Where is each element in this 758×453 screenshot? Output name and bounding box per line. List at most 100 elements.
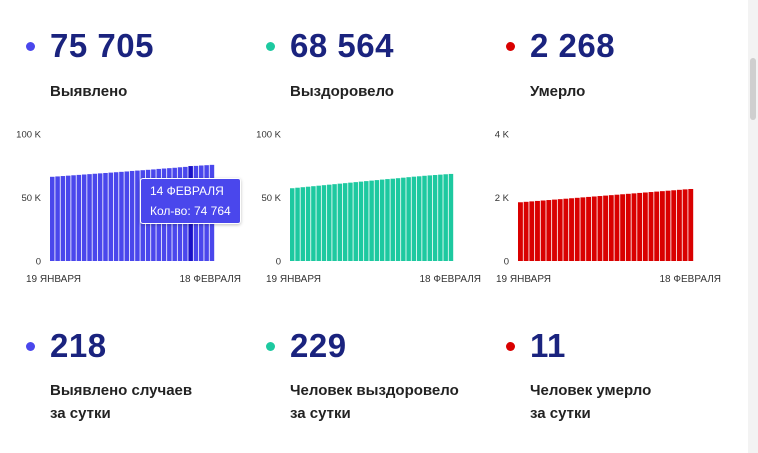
- chart-bar: [311, 186, 316, 261]
- x-tick-label: 19 ЯНВАРЯ: [266, 274, 321, 285]
- chart-bar: [332, 184, 337, 261]
- chart-bar: [295, 187, 300, 261]
- chart-bar: [406, 177, 411, 261]
- chart-bar: [620, 194, 626, 261]
- chart-bar: [427, 175, 433, 261]
- chart-bar: [625, 193, 631, 261]
- chart-bar: [665, 190, 671, 261]
- chart-bar: [642, 192, 648, 261]
- chart-bar: [529, 201, 535, 261]
- chart-bar: [535, 200, 540, 261]
- chart-bar: [648, 192, 654, 261]
- chart-bar: [654, 191, 660, 261]
- chart-bar: [316, 185, 321, 261]
- chart-bar: [385, 179, 390, 261]
- recovered-total: 68 564: [290, 27, 394, 64]
- chart-bar: [321, 185, 327, 261]
- chart-bar: [305, 186, 311, 261]
- chart-bar: [369, 180, 374, 261]
- chart-bar: [659, 191, 665, 261]
- chart-bar: [76, 174, 82, 261]
- recovered-label: Выздоровело: [290, 83, 394, 100]
- chart-bar: [597, 196, 603, 261]
- page-scrollbar[interactable]: [748, 0, 758, 453]
- chart-bar: [574, 197, 580, 261]
- daily-detected-label-line2: за сутки: [50, 405, 111, 422]
- y-tick-label: 2 K: [495, 193, 510, 204]
- daily-deaths-label-line1: Человек умерло: [530, 382, 652, 399]
- detected-dot-icon: [26, 42, 35, 51]
- chart-bar: [552, 199, 557, 261]
- x-tick-label: 18 ФЕВРАЛЯ: [179, 274, 241, 285]
- chart-bar: [81, 174, 87, 261]
- chart-bar: [71, 175, 76, 261]
- chart-bar: [443, 174, 448, 261]
- chart-bar: [563, 198, 569, 261]
- chart-bar: [290, 188, 295, 261]
- chart-bar: [364, 181, 369, 261]
- detected-label: Выявлено: [50, 83, 128, 100]
- daily-recovered-value: 229: [290, 327, 347, 364]
- chart-bar: [401, 177, 406, 261]
- x-tick-label: 18 ФЕВРАЛЯ: [659, 274, 721, 285]
- deaths-total: 2 268: [530, 27, 616, 64]
- x-tick-label: 19 ЯНВАРЯ: [496, 274, 551, 285]
- chart-bar: [348, 182, 353, 261]
- chart-bar: [637, 192, 643, 261]
- chart-bar: [518, 202, 523, 261]
- chart-bar: [432, 175, 438, 261]
- chart-bar: [135, 170, 140, 261]
- charts-area: 0 50 K 100 K 19 ЯНВАРЯ 18 ФЕВРАЛЯ 0 50 K 100 K 1…: [16, 130, 721, 286]
- chart-bar: [129, 170, 135, 261]
- x-tick-label: 19 ЯНВАРЯ: [26, 274, 81, 285]
- chart-bar: [688, 188, 694, 261]
- chart-bar: [540, 200, 546, 261]
- detected-total: 75 705: [50, 27, 154, 64]
- chart-bar: [395, 178, 401, 261]
- chart-bar: [374, 180, 380, 261]
- chart-bar: [569, 198, 574, 261]
- chart-bar: [586, 196, 592, 261]
- chart-bar: [353, 182, 358, 261]
- chart-bar: [591, 196, 597, 261]
- daily-recovered-label-line1: Человек выздоровело: [290, 382, 459, 399]
- daily-deaths-dot-icon: [506, 342, 515, 351]
- daily-recovered-label-line2: за сутки: [290, 405, 351, 422]
- y-tick-label: 0: [36, 257, 41, 268]
- chart-bar: [55, 176, 60, 261]
- scrollbar-thumb[interactable]: [750, 58, 756, 120]
- chart-bar: [631, 193, 637, 261]
- daily-detected-value: 218: [50, 327, 107, 364]
- daily-detected-label-line1: Выявлено случаев: [50, 382, 193, 399]
- chart-bar: [523, 201, 529, 261]
- daily-detected-dot-icon: [26, 342, 35, 351]
- chart-bar: [337, 183, 343, 261]
- chart-bar: [124, 171, 130, 261]
- chart-bar: [416, 176, 422, 261]
- chart-bar: [676, 189, 682, 261]
- chart-bar: [422, 175, 427, 261]
- chart-bar: [65, 175, 71, 261]
- chart-bar: [92, 173, 98, 261]
- chart-bar: [103, 172, 108, 261]
- y-tick-label: 4 K: [495, 130, 510, 141]
- chart-bar: [438, 174, 443, 261]
- y-tick-label: 50 K: [21, 193, 41, 204]
- daily-recovered-dot-icon: [266, 342, 275, 351]
- chart-bar: [411, 176, 417, 261]
- y-tick-label: 0: [276, 257, 281, 268]
- chart-bar: [390, 178, 396, 261]
- x-tick-label: 18 ФЕВРАЛЯ: [419, 274, 481, 285]
- chart-bar: [97, 173, 103, 261]
- deaths-label: Умерло: [530, 83, 586, 100]
- y-tick-label: 100 K: [16, 130, 41, 141]
- chart-bar: [671, 190, 677, 261]
- chart-bar: [327, 184, 332, 261]
- daily-deaths-value: 11: [530, 327, 566, 364]
- tooltip-count: Кол-во: 74 764: [150, 204, 231, 218]
- recovered-dot-icon: [266, 42, 275, 51]
- chart-bar: [614, 194, 620, 261]
- chart-bar: [60, 176, 66, 261]
- chart-bar: [379, 179, 385, 261]
- deaths-dot-icon: [506, 42, 515, 51]
